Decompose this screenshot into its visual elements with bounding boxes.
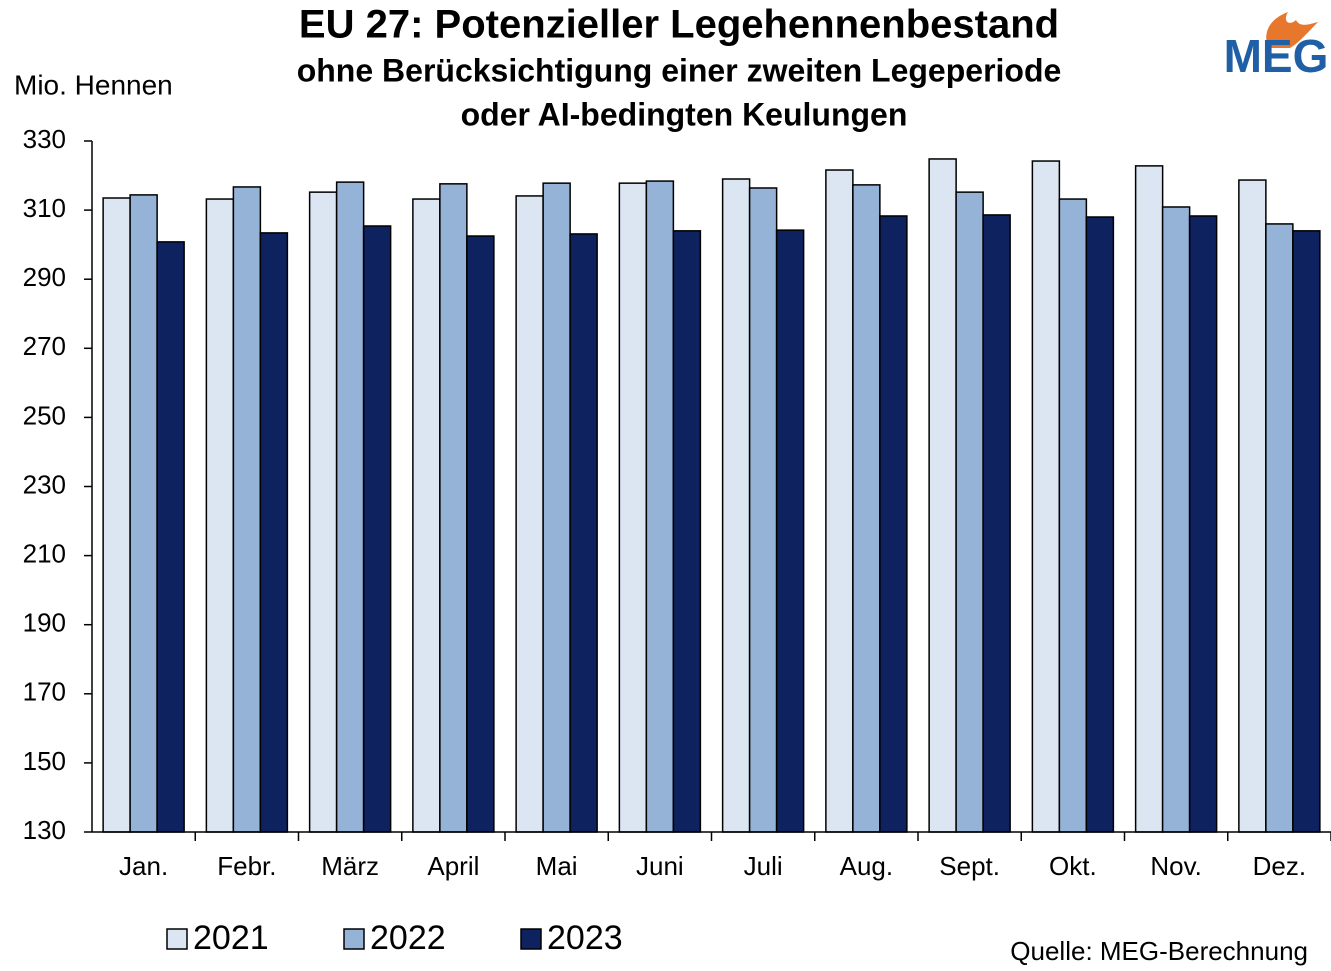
chart-title: EU 27: Potenzieller Legehennenbestand xyxy=(299,3,1059,47)
x-tick-label: März xyxy=(321,851,379,881)
bar xyxy=(1238,179,1267,833)
bar xyxy=(1031,160,1061,833)
bar xyxy=(775,229,805,833)
bar xyxy=(156,241,185,833)
bar xyxy=(362,225,392,833)
bar xyxy=(335,181,365,833)
y-axis-label: Mio. Hennen xyxy=(14,69,173,100)
bar xyxy=(569,233,598,833)
bar xyxy=(825,169,854,833)
logo-flame xyxy=(1266,12,1318,48)
legend-swatch xyxy=(343,928,365,950)
x-tick-label: Juli xyxy=(744,851,783,881)
legend-label: 2021 xyxy=(193,919,269,957)
bar xyxy=(879,215,908,833)
logo: MEG xyxy=(1224,30,1329,82)
bar xyxy=(542,182,571,833)
legend-swatch xyxy=(166,928,188,950)
bar xyxy=(748,187,778,833)
chart-subtitle: ohne Berücksichtigung einer zweiten Lege… xyxy=(297,52,1062,88)
x-tick-label: April xyxy=(427,851,479,881)
y-tick-label: 330 xyxy=(23,124,66,154)
bar xyxy=(259,232,289,833)
x-tick-label: Nov. xyxy=(1150,851,1202,881)
y-tick-label: 130 xyxy=(23,815,66,845)
y-tick-label: 190 xyxy=(23,608,66,638)
bar xyxy=(672,230,702,833)
y-tick-label: 250 xyxy=(23,400,66,430)
y-tick-label: 290 xyxy=(23,262,66,292)
y-tick-label: 150 xyxy=(23,746,66,776)
bar xyxy=(928,158,957,833)
bar xyxy=(466,235,495,833)
bar xyxy=(955,191,984,833)
bar xyxy=(205,198,235,833)
x-tick-label: Jan. xyxy=(119,851,168,881)
y-tick-label: 210 xyxy=(23,538,66,568)
bar xyxy=(102,197,131,833)
bar xyxy=(1188,215,1218,833)
x-tick-label: Juni xyxy=(636,851,684,881)
bar xyxy=(439,183,468,833)
bar xyxy=(721,178,751,833)
legend-swatch xyxy=(520,928,542,950)
bar xyxy=(1161,206,1191,833)
bar xyxy=(852,184,881,833)
x-tick-label: Dez. xyxy=(1253,851,1306,881)
y-tick-label: 170 xyxy=(23,677,66,707)
x-tick-label: Okt. xyxy=(1049,851,1097,881)
chart-subtitle: oder AI-bedingten Keulungen xyxy=(461,96,908,132)
bar xyxy=(515,195,544,833)
bar xyxy=(1265,223,1294,833)
legend-label: 2023 xyxy=(547,919,623,957)
x-tick-label: Aug. xyxy=(840,851,894,881)
x-tick-label: Febr. xyxy=(217,851,276,881)
y-tick-label: 270 xyxy=(23,331,66,361)
bar xyxy=(618,182,648,833)
bar xyxy=(1292,230,1321,833)
bar xyxy=(982,214,1011,833)
bar xyxy=(232,186,262,833)
bar xyxy=(308,191,338,833)
bar xyxy=(412,198,441,833)
legend-label: 2022 xyxy=(370,919,446,957)
y-tick-label: 230 xyxy=(23,469,66,499)
bar xyxy=(1085,216,1115,833)
bar xyxy=(1134,165,1164,833)
bar xyxy=(645,180,675,833)
x-tick-label: Mai xyxy=(536,851,578,881)
y-tick-label: 310 xyxy=(23,193,66,223)
source: Quelle: MEG-Berechnung xyxy=(1010,936,1308,966)
bar xyxy=(129,194,158,833)
x-tick-label: Sept. xyxy=(939,851,1000,881)
bar xyxy=(1058,198,1088,833)
